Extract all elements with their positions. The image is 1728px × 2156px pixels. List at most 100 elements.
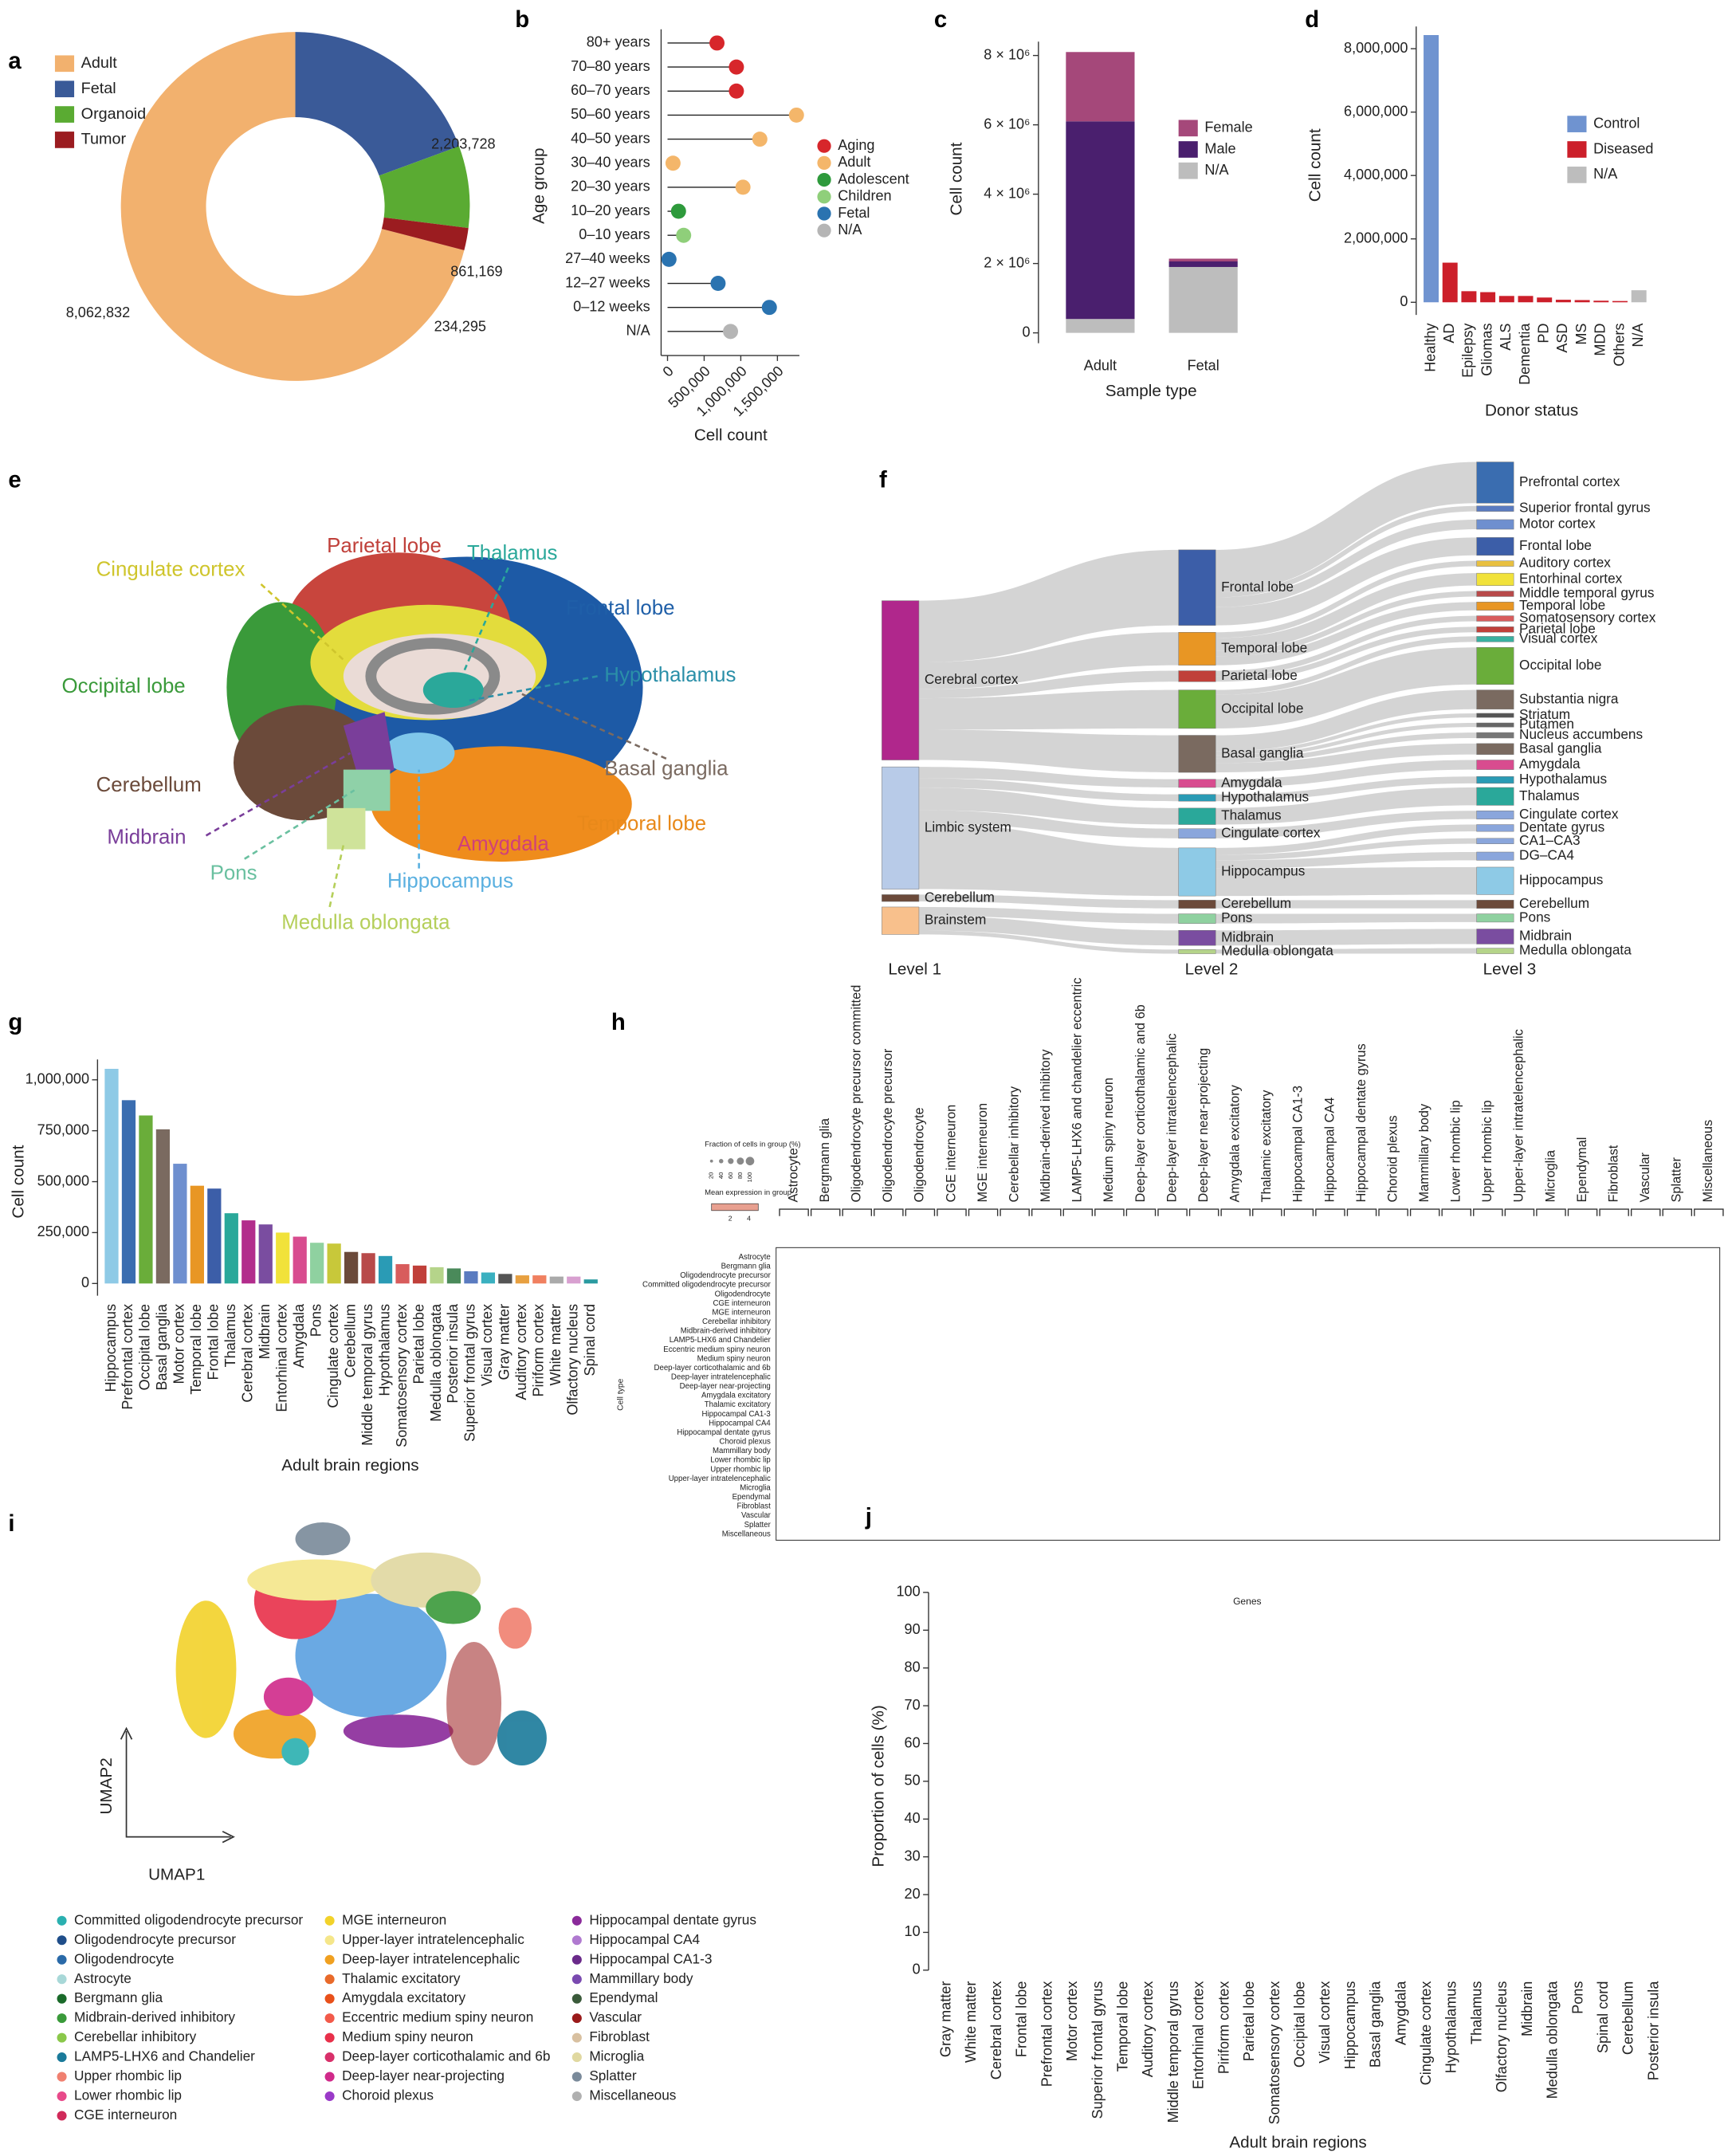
bar — [1442, 262, 1458, 303]
y-axis-label: Cell count — [1306, 128, 1324, 202]
node-label: Putamen — [1519, 716, 1574, 732]
legend-swatch — [571, 1974, 582, 1985]
row-label: Ependymal — [732, 1493, 771, 1502]
bar — [1593, 300, 1609, 303]
sankey-link — [1215, 913, 1477, 924]
bar — [1631, 290, 1647, 303]
row-label: Upper-layer intratelencephalic — [669, 1475, 771, 1483]
legend-label: N/A — [1593, 166, 1618, 182]
x-tick-label: Gray matter — [497, 1304, 513, 1380]
legend-label: Tumor — [81, 131, 127, 148]
bar — [104, 1068, 119, 1284]
group-label: Vascular — [1638, 1152, 1652, 1202]
x-tick-label: Amygdala — [1392, 1981, 1408, 2045]
legend-swatch — [324, 2072, 335, 2082]
node-label: Striatum — [1519, 706, 1570, 722]
x-tick-label: Thalamus — [1468, 1981, 1484, 2044]
sankey-link — [1215, 647, 1477, 728]
group-label: Ependymal — [1575, 1137, 1589, 1203]
y-tick-label: 40 — [905, 1810, 921, 1826]
sankey-node — [1476, 537, 1514, 556]
legend-swatch — [57, 2111, 67, 2121]
bar — [481, 1272, 496, 1284]
sankey-link — [1215, 760, 1477, 788]
sankey-node — [1178, 929, 1216, 946]
region-label: Frontal lobe — [566, 597, 674, 619]
sankey-link — [1215, 461, 1477, 592]
sankey-link — [1215, 519, 1477, 607]
sankey-link — [918, 632, 1179, 689]
bar — [1518, 296, 1534, 303]
region-label: Basal ganglia — [604, 757, 729, 780]
row-label: CGE interneuron — [713, 1299, 770, 1308]
node-label: Hippocampus — [1221, 863, 1305, 879]
x-tick-label: Auditory cortex — [1140, 1981, 1156, 2078]
sankey-node — [1178, 807, 1216, 825]
legend-swatch — [571, 2091, 582, 2102]
sankey-node — [1476, 615, 1514, 622]
bar — [378, 1255, 393, 1284]
bar — [190, 1185, 204, 1284]
x-tick-label: Olfactory nucleus — [1494, 1981, 1510, 2093]
bar — [1537, 297, 1553, 303]
sankey-node — [1476, 732, 1514, 739]
y-tick-label: 4,000,000 — [1344, 167, 1408, 183]
row-label: Mammillary body — [713, 1447, 771, 1455]
sankey-link — [1215, 713, 1477, 756]
legend-label: Adult — [838, 154, 870, 170]
group-bracket — [1378, 1208, 1408, 1216]
y-tick-label: 0 — [1400, 293, 1408, 309]
donut-slice — [379, 146, 470, 229]
x-tick-label: Hippocampus — [103, 1304, 119, 1392]
row-label: Hippocampal CA4 — [709, 1419, 771, 1428]
y-tick-label: 80 — [905, 1659, 921, 1675]
thalamus-shape — [422, 672, 484, 709]
group-bracket — [1599, 1208, 1629, 1216]
group-label: Midbrain-derived inhibitory — [1039, 1049, 1053, 1203]
row-label: Hippocampal CA1-3 — [702, 1410, 771, 1419]
size-legend-tick: 20 — [708, 1172, 715, 1180]
sankey-link — [1215, 811, 1477, 838]
group-bracket — [1252, 1208, 1282, 1216]
y-tick-label: N/A — [626, 323, 651, 339]
group-bracket — [999, 1208, 1030, 1216]
color-legend-tick: 4 — [747, 1214, 751, 1222]
row-label: Astrocyte — [739, 1253, 771, 1262]
group-label: LAMP5-LHX6 and chandelier eccentric — [1070, 978, 1085, 1203]
node-label: Thalamus — [1519, 787, 1580, 803]
sankey-link — [1215, 615, 1477, 677]
node-label: Midbrain — [1221, 929, 1274, 944]
group-label: Hippocampal dentate gyrus — [1354, 1043, 1369, 1202]
bar — [224, 1213, 238, 1284]
x-tick-label: Superior frontal gyrus — [1090, 1981, 1106, 2119]
row-label: Oligodendrocyte precursor — [680, 1271, 771, 1280]
sankey-link — [918, 823, 1179, 897]
row-label: Midbrain-derived inhibitory — [681, 1327, 771, 1336]
x-tick-label: Parietal lobe — [1241, 1981, 1257, 2062]
donut-slice — [120, 32, 465, 381]
node-label: Hypothalamus — [1519, 771, 1607, 787]
sankey-node — [1178, 847, 1216, 897]
panel-letter: g — [8, 1009, 22, 1035]
sankey-link — [918, 729, 1179, 773]
node-label: Temporal lobe — [1221, 639, 1307, 655]
x-tick-label: Dementia — [1517, 323, 1533, 385]
legend-swatch — [817, 223, 831, 238]
x-axis-label: Donor status — [1485, 401, 1578, 419]
x-tick-label: Hypothalamus — [1443, 1981, 1459, 2074]
bar — [515, 1275, 529, 1284]
legend-label: N/A — [1204, 162, 1229, 178]
bar — [344, 1251, 359, 1284]
sankey-node — [882, 906, 920, 935]
legend-label: Oligodendrocyte precursor — [74, 1931, 236, 1947]
node-label: Parietal lobe — [1519, 620, 1596, 636]
sankey-node — [882, 766, 920, 889]
sankey-node — [1178, 670, 1216, 682]
legend-label: Hippocampal CA4 — [589, 1931, 700, 1947]
lollipop-dot — [710, 276, 726, 292]
legend-swatch — [324, 1974, 335, 1985]
group-label: Deep-layer near-projecting — [1196, 1048, 1211, 1203]
sankey-node — [1178, 828, 1216, 839]
sankey-link — [1215, 866, 1477, 897]
size-legend-dot — [728, 1158, 734, 1164]
